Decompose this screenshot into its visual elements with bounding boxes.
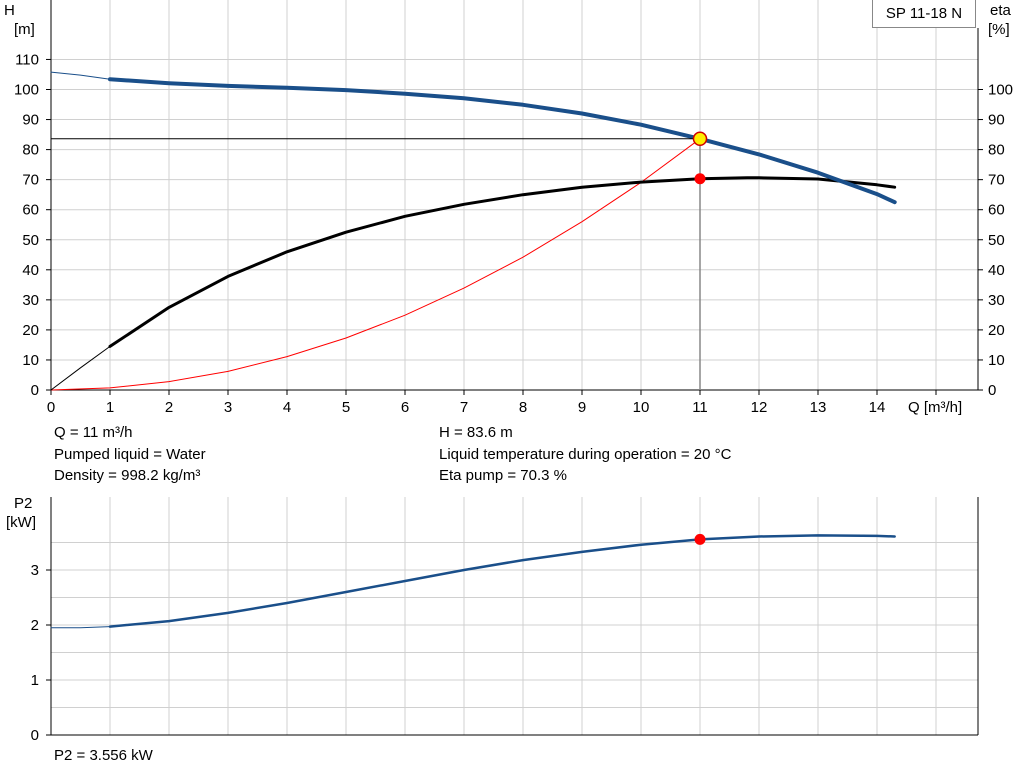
y2-tick-label: 60 [988,202,1005,219]
y2-tick-label: 20 [988,322,1005,339]
y-tick-label: 70 [22,172,39,189]
system-curve-line [50,138,701,391]
x-tick-label: 1 [106,399,114,416]
y2-tick-label: 10 [988,352,1005,369]
y-tick-label: 80 [22,142,39,159]
y-tick-label: 20 [22,322,39,339]
info-density: Density = 998.2 kg/m³ [54,467,201,484]
y-tick-label: 50 [22,232,39,249]
y2-tick-label: 80 [988,142,1005,159]
info-flow: Q = 11 m³/h [54,424,133,441]
head-operating-point [692,131,708,147]
x-tick-label: 13 [810,399,827,416]
y2-axis-unit-label: [%] [988,21,1010,38]
y-axis-label: H [4,2,15,19]
y-tick-label: 100 [14,82,39,99]
y-tick-label: 110 [15,51,39,68]
head-curve-extension [50,71,111,80]
info-p2: P2 = 3.556 kW [54,747,153,764]
p2-y-tick-label: 1 [31,672,39,689]
x-tick-label: 2 [165,399,173,416]
info-temperature: Liquid temperature during operation = 20… [439,446,732,463]
x-tick-label: 12 [751,399,768,416]
x-tick-label: 7 [460,399,468,416]
x-tick-label: 3 [224,399,232,416]
x-tick-label: 0 [47,399,55,416]
y-tick-label: 90 [22,112,39,129]
head-curve-line [108,77,897,205]
y2-tick-label: 30 [988,292,1005,309]
y2-tick-label: 40 [988,262,1005,279]
y-axis-unit-label: [m] [14,21,35,38]
y2-tick-label: 0 [988,382,996,399]
x-tick-label: 11 [692,399,708,416]
y2-tick-label: 90 [988,112,1005,129]
pump-label: SP 11-18 N [872,0,976,28]
y-tick-label: 0 [31,382,39,399]
x-tick-label: 8 [519,399,527,416]
p2-y-tick-label: 0 [31,727,39,744]
y2-tick-label: 70 [988,172,1005,189]
y-tick-label: 30 [22,292,39,309]
info-eta: Eta pump = 70.3 % [439,467,567,484]
x-tick-label: 4 [283,399,291,416]
y2-tick-label: 100 [988,82,1013,99]
p2-axis-label: P2 [14,495,32,512]
y-tick-label: 60 [22,202,39,219]
x-tick-label: 9 [578,399,586,416]
info-head: H = 83.6 m [439,424,513,441]
x-tick-label: 6 [401,399,409,416]
efficiency-operating-point [694,173,706,185]
x-tick-label: 5 [342,399,350,416]
y2-tick-label: 50 [988,232,1005,249]
efficiency-curve-extension [50,345,111,391]
y-tick-label: 10 [22,352,39,369]
x-tick-label: 14 [869,399,886,416]
info-liquid: Pumped liquid = Water [54,446,206,463]
p2-y-tick-label: 2 [31,617,39,634]
y2-axis-label: eta [990,2,1012,19]
p2-operating-point [694,533,706,545]
p2-y-tick-label: 3 [31,562,39,579]
x-axis-label: Q [m³/h] [908,399,962,416]
x-tick-label: 10 [633,399,650,416]
p2-axis-unit-label: [kW] [6,514,36,531]
y-tick-label: 40 [22,262,39,279]
p2-curve-extension [50,626,111,629]
efficiency-curve-line [108,176,897,348]
p2-curve-line [108,534,896,628]
